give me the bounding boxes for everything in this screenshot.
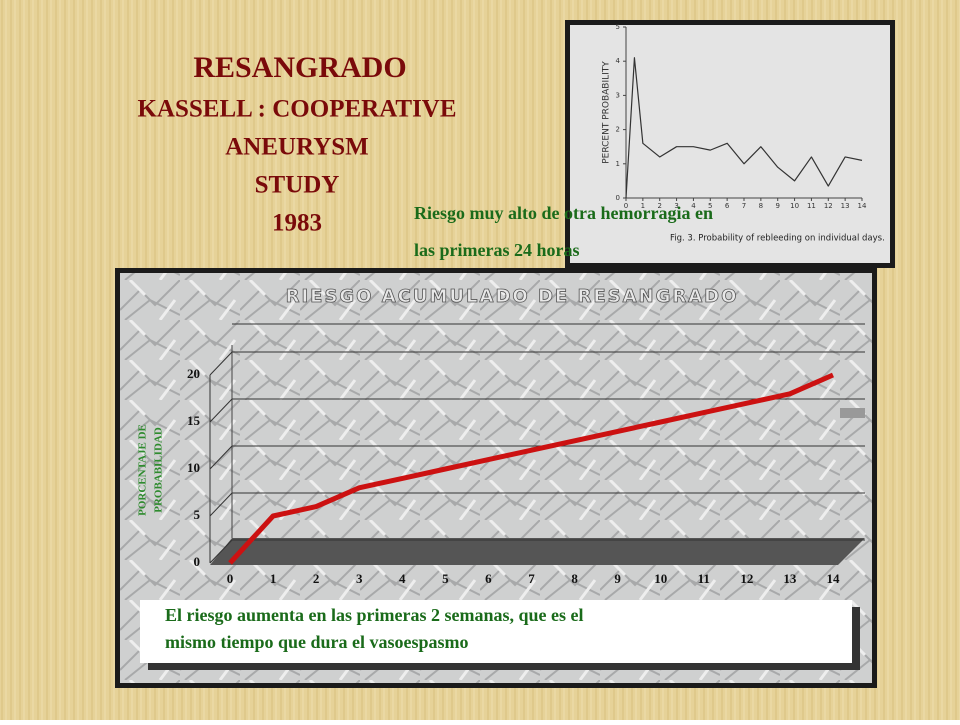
x-tick-label: 4	[691, 202, 696, 210]
x-tick-label: 5	[708, 202, 712, 210]
caption: Fig. 3. Probability of rebleeding on ind…	[670, 234, 885, 244]
grid-side	[209, 492, 233, 517]
x-tick-label: 2	[657, 202, 661, 210]
x-tick-label: 12	[824, 202, 833, 210]
inset-panel	[570, 25, 890, 263]
x-tick-label: 6	[485, 571, 492, 586]
chart-title: RIESGO ACUMULADO DE RESANGRADO	[286, 286, 739, 307]
subtitle-line: 1983	[272, 210, 322, 237]
x-tick-label: 10	[790, 202, 799, 210]
x-tick-label: 13	[841, 202, 850, 210]
x-tick-label: 11	[698, 571, 710, 586]
note-line: Riesgo muy alto de otra hemorragia en	[414, 203, 713, 223]
y-axis-label: PORCENTAJE DE	[137, 424, 149, 516]
x-tick-label: 5	[442, 571, 449, 586]
grid-side	[209, 539, 233, 564]
x-tick-label: 14	[858, 202, 867, 210]
x-tick-label: 8	[571, 571, 578, 586]
subtitle-line: STUDY	[255, 172, 340, 199]
subtitle-line: KASSELL : COOPERATIVE	[137, 96, 456, 123]
y-axis-label: PROBABILIDAD	[153, 427, 165, 513]
subtitle-line: ANEURYSM	[225, 134, 369, 161]
x-tick-label: 3	[674, 202, 678, 210]
x-tick-label: 9	[614, 571, 621, 586]
x-tick-label: 8	[759, 202, 763, 210]
x-tick-label: 7	[528, 571, 535, 586]
note-line: El riesgo aumenta en las primeras 2 sema…	[165, 605, 583, 625]
x-tick-label: 12	[740, 571, 753, 586]
y-axis-label: PERCENT PROBABILITY	[602, 61, 612, 164]
floor	[210, 538, 865, 565]
y-tick-label: 4	[616, 57, 621, 65]
grid-side	[209, 445, 233, 470]
y-tick-label: 2	[616, 126, 620, 134]
x-tick-label: 11	[807, 202, 816, 210]
data-line	[228, 372, 835, 565]
grid-side	[209, 351, 233, 376]
y-tick-label: 0	[616, 194, 620, 202]
x-tick-label: 14	[827, 571, 841, 586]
y-tick-label: 3	[616, 91, 620, 99]
y-tick-label: 1	[616, 160, 620, 168]
x-tick-label: 2	[313, 571, 320, 586]
x-tick-label: 9	[775, 202, 779, 210]
slide-text: RESANGRADO KASSELL : COOPERATIVE ANEURYS…	[137, 51, 456, 237]
x-tick-label: 0	[624, 202, 628, 210]
data-line	[625, 57, 863, 199]
slide-title: RESANGRADO	[193, 51, 406, 84]
note-line: mismo tiempo que dura el vasoespasmo	[165, 632, 469, 652]
note-line: las primeras 24 horas	[414, 240, 580, 260]
wall-tab	[840, 408, 865, 418]
y-tick-label: 0	[194, 554, 201, 569]
y-tick-label: 5	[616, 23, 620, 31]
x-tick-label: 7	[742, 202, 746, 210]
x-tick-label: 6	[725, 202, 730, 210]
y-tick-label: 5	[194, 507, 201, 522]
x-tick-label: 10	[654, 571, 667, 586]
y-tick-label: 15	[187, 413, 201, 428]
grid-side	[209, 398, 233, 423]
y-tick-label: 10	[187, 460, 200, 475]
x-tick-label: 3	[356, 571, 363, 586]
y-tick-label: 20	[187, 366, 200, 381]
x-tick-label: 13	[783, 571, 797, 586]
x-tick-label: 0	[227, 571, 234, 586]
x-tick-label: 1	[270, 571, 277, 586]
x-tick-label: 4	[399, 571, 406, 586]
note-box	[140, 600, 852, 663]
x-tick-label: 1	[641, 202, 645, 210]
